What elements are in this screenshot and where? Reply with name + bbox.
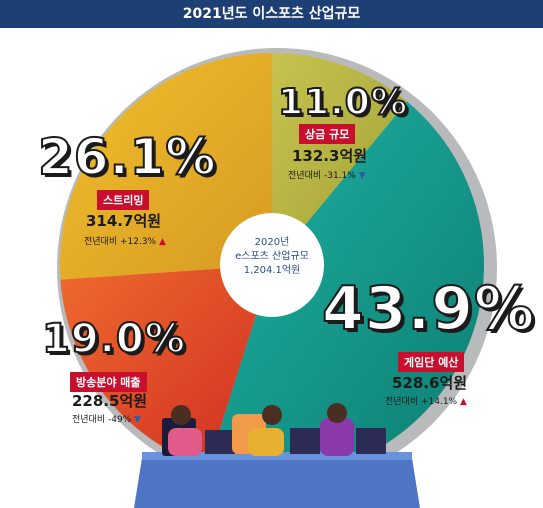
- slice-amount-prize: 132.3억원: [292, 147, 368, 165]
- gamer-head-3: [327, 403, 347, 423]
- desk: [134, 458, 420, 508]
- down-triangle-icon: ▼: [358, 171, 366, 181]
- slice-broadcast: [60, 265, 272, 468]
- slice-change-prize: 전년대비 -31.1% ▼: [288, 171, 366, 181]
- slice-amount-streaming: 314.7억원: [86, 212, 162, 230]
- slice-percent-broadcast: 19.0%: [41, 315, 186, 363]
- slice-change-team: 전년대비 +14.1% ▲: [385, 397, 467, 407]
- slice-prize: [272, 53, 408, 265]
- center-label: 2020년 e스포츠 산업규모 1,204.1억원: [222, 236, 322, 278]
- center-year: 2020년: [254, 237, 290, 248]
- center-title: e스포츠 산업규모: [235, 251, 309, 262]
- center-hole: [220, 213, 324, 317]
- slice-name-prize: 상금 규모: [299, 124, 356, 144]
- desk-top: [142, 452, 412, 460]
- up-triangle-icon: ▲: [460, 397, 467, 407]
- monitor-2: [290, 428, 320, 454]
- page-title: 2021년도 이스포츠 산업규모: [0, 0, 543, 28]
- slice-amount-broadcast: 228.5억원: [72, 392, 148, 410]
- gamer-body-3: [320, 418, 354, 456]
- slice-amount-team: 528.6억원: [392, 374, 468, 392]
- monitor-3: [356, 428, 386, 454]
- up-triangle-icon: ▲: [159, 237, 166, 247]
- gamer-head-1-hair: [171, 405, 191, 425]
- slice-name-broadcast: 방송분야 매출: [70, 372, 147, 392]
- pie-chart: [57, 48, 497, 508]
- slice-name-team: 게임단 예산: [398, 352, 465, 372]
- slice-streaming: [59, 53, 272, 280]
- gamer-head-2: [262, 405, 282, 425]
- monitor-1: [205, 430, 235, 454]
- down-triangle-icon: ▼: [134, 415, 142, 425]
- gamer-body-2: [248, 428, 284, 456]
- slice-percent-team: 43.9%: [321, 273, 536, 345]
- slice-percent-prize: 11.0%: [277, 81, 408, 124]
- slice-change-streaming: 전년대비 +12.3% ▲: [84, 237, 166, 247]
- gamer-body-1: [168, 428, 202, 456]
- slice-percent-streaming: 26.1%: [37, 127, 217, 187]
- slice-name-streaming: 스트리밍: [97, 190, 150, 210]
- gamers-illustration: [134, 403, 420, 508]
- slice-change-broadcast: 전년대비 -49% ▼: [72, 415, 142, 425]
- slice-team: [207, 101, 484, 477]
- center-total: 1,204.1억원: [243, 265, 301, 276]
